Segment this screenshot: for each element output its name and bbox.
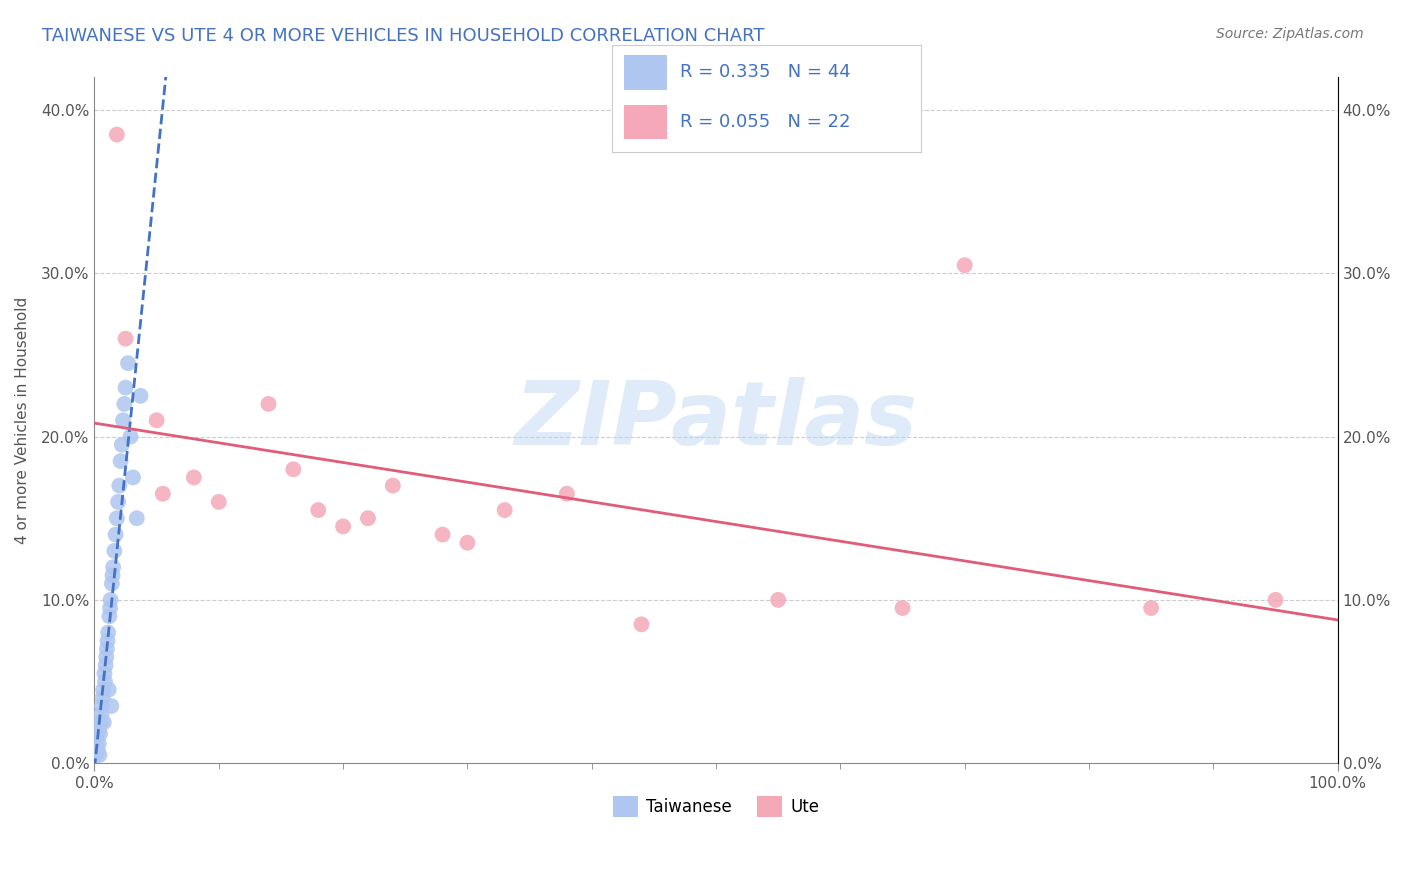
Point	[104, 527, 127, 541]
Point	[89, 727, 111, 741]
Point	[1264, 592, 1286, 607]
Point	[101, 568, 124, 582]
Bar	[624, 104, 668, 139]
Point	[112, 413, 135, 427]
Point	[381, 478, 404, 492]
Point	[145, 413, 167, 427]
Point	[125, 511, 148, 525]
Point	[112, 397, 135, 411]
Point	[953, 258, 976, 272]
Point	[93, 715, 115, 730]
Point	[891, 601, 914, 615]
Bar	[624, 55, 668, 89]
Point	[114, 332, 136, 346]
Point	[183, 470, 205, 484]
Point	[120, 429, 142, 443]
Point	[114, 381, 136, 395]
Legend: Taiwanese, Ute: Taiwanese, Ute	[606, 789, 825, 823]
Point	[96, 641, 118, 656]
Point	[152, 487, 174, 501]
Point	[105, 128, 128, 142]
Point	[90, 715, 112, 730]
Point	[101, 560, 124, 574]
Point	[90, 707, 112, 722]
Point	[86, 739, 108, 754]
Point	[307, 503, 329, 517]
Point	[94, 658, 117, 673]
Point	[257, 397, 280, 411]
Point	[90, 698, 112, 713]
Point	[86, 731, 108, 746]
Point	[87, 737, 110, 751]
Point	[91, 690, 114, 705]
Point	[105, 511, 128, 525]
Point	[129, 389, 152, 403]
Text: R = 0.335   N = 44: R = 0.335 N = 44	[679, 63, 851, 81]
Point	[283, 462, 305, 476]
Point	[208, 495, 231, 509]
Point	[97, 682, 120, 697]
Point	[97, 625, 120, 640]
Point	[432, 527, 454, 541]
Point	[107, 495, 129, 509]
Point	[93, 666, 115, 681]
Point	[94, 674, 117, 689]
Point	[101, 576, 124, 591]
Text: Source: ZipAtlas.com: Source: ZipAtlas.com	[1216, 27, 1364, 41]
Point	[110, 454, 132, 468]
Point	[766, 592, 789, 607]
Point	[103, 544, 125, 558]
Point	[100, 698, 122, 713]
Point	[1140, 601, 1163, 615]
Text: R = 0.055   N = 22: R = 0.055 N = 22	[679, 112, 851, 130]
Point	[100, 592, 122, 607]
Y-axis label: 4 or more Vehicles in Household: 4 or more Vehicles in Household	[15, 297, 30, 544]
Point	[357, 511, 380, 525]
Point	[98, 601, 121, 615]
Point	[111, 438, 134, 452]
Point	[86, 743, 108, 757]
Point	[96, 650, 118, 665]
Point	[456, 535, 478, 549]
Point	[98, 609, 121, 624]
Point	[89, 747, 111, 762]
Point	[332, 519, 354, 533]
Point	[91, 682, 114, 697]
Point	[630, 617, 652, 632]
Point	[96, 633, 118, 648]
Point	[84, 747, 107, 762]
Point	[555, 487, 578, 501]
Point	[122, 470, 145, 484]
Text: TAIWANESE VS UTE 4 OR MORE VEHICLES IN HOUSEHOLD CORRELATION CHART: TAIWANESE VS UTE 4 OR MORE VEHICLES IN H…	[42, 27, 765, 45]
Point	[494, 503, 516, 517]
Text: ZIPatlas: ZIPatlas	[515, 376, 918, 464]
Point	[117, 356, 139, 370]
Point	[108, 478, 131, 492]
Point	[87, 723, 110, 738]
